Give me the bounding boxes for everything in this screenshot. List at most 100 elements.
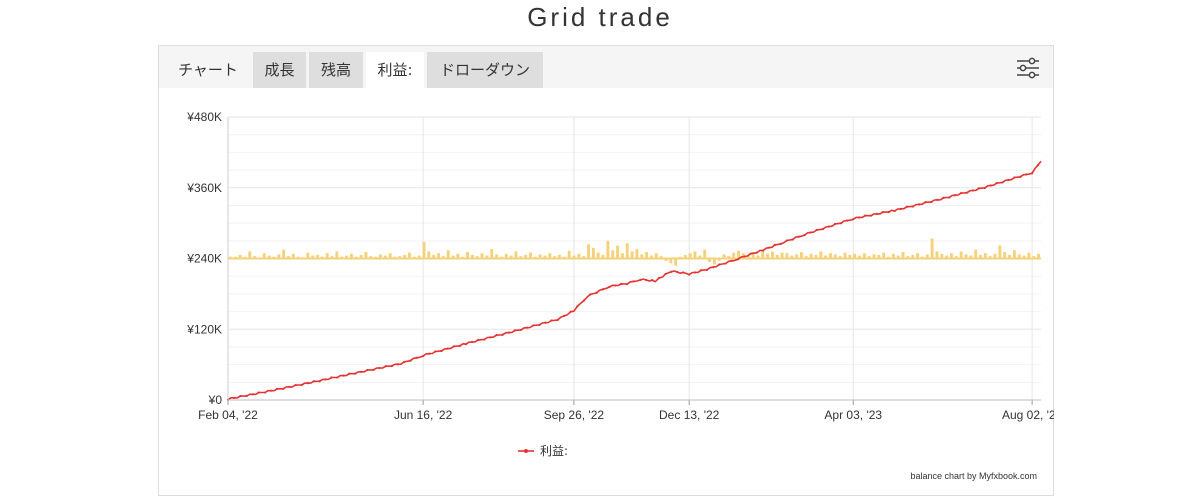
- tab-profit[interactable]: 利益:: [366, 52, 424, 88]
- data-point: [288, 385, 291, 389]
- daily-bar: [509, 255, 513, 259]
- data-point: [905, 205, 908, 208]
- daily-bar: [553, 256, 557, 259]
- daily-bar: [829, 253, 832, 259]
- x-tick-label: Aug 02, '23: [1002, 408, 1054, 422]
- data-point: [257, 391, 260, 394]
- daily-bar: [519, 256, 523, 259]
- data-point: [239, 394, 242, 398]
- data-point: [767, 246, 771, 249]
- daily-bar: [882, 252, 886, 259]
- daily-bar: [775, 254, 779, 259]
- data-point: [664, 272, 667, 276]
- data-point: [1019, 175, 1022, 179]
- daily-bar: [766, 253, 770, 259]
- daily-bar: [524, 254, 528, 259]
- data-point: [589, 293, 592, 296]
- daily-bar: [848, 254, 852, 259]
- daily-bar: [809, 253, 813, 259]
- data-point: [688, 273, 691, 276]
- data-point: [730, 259, 733, 262]
- tab-growth[interactable]: 成長: [253, 52, 306, 88]
- daily-bar: [591, 247, 595, 259]
- data-point: [563, 314, 566, 317]
- daily-bar: [906, 256, 910, 259]
- y-tick-label: ¥120K: [186, 322, 222, 336]
- data-point: [538, 323, 541, 327]
- data-point: [489, 336, 492, 339]
- y-tick-label: ¥240K: [186, 252, 222, 266]
- data-point: [513, 329, 516, 332]
- daily-bar: [659, 256, 663, 259]
- data-point: [827, 225, 830, 228]
- daily-bar: [441, 256, 445, 259]
- data-point: [846, 219, 849, 222]
- sliders-icon[interactable]: [1015, 55, 1041, 81]
- data-point: [233, 396, 236, 399]
- daily-bar: [456, 253, 460, 259]
- daily-bar: [596, 252, 600, 259]
- data-point: [705, 268, 709, 272]
- daily-bar: [751, 252, 755, 259]
- daily-bar: [480, 253, 484, 259]
- data-point: [569, 310, 572, 313]
- tab-drawdown[interactable]: ドローダウン: [427, 52, 543, 88]
- data-point: [428, 352, 431, 355]
- daily-bar: [800, 252, 803, 259]
- data-point: [458, 344, 461, 347]
- data-point: [960, 191, 963, 195]
- daily-bar: [1027, 252, 1031, 259]
- tab-balance[interactable]: 残高: [309, 52, 363, 88]
- data-point: [858, 216, 861, 219]
- daily-bar: [369, 256, 373, 259]
- daily-bar: [398, 256, 402, 259]
- daily-bar: [1022, 255, 1026, 259]
- data-point: [608, 285, 611, 289]
- daily-bar: [248, 251, 252, 259]
- data-point: [762, 249, 765, 252]
- data-point: [983, 186, 986, 190]
- data-point: [556, 318, 559, 322]
- data-point: [336, 376, 339, 379]
- daily-bar: [654, 253, 658, 259]
- chart-grid: [227, 116, 1041, 401]
- data-point: [282, 387, 285, 390]
- daily-bar: [543, 255, 547, 259]
- daily-bar: [785, 253, 789, 259]
- daily-bar: [606, 240, 610, 259]
- data-point: [785, 239, 788, 242]
- data-point: [676, 270, 679, 274]
- daily-bar: [688, 253, 692, 259]
- daily-bar: [383, 255, 387, 259]
- data-point: [852, 218, 855, 221]
- daily-bar: [804, 256, 808, 259]
- daily-bar: [345, 255, 349, 259]
- data-point: [1025, 173, 1028, 176]
- daily-bar: [988, 256, 992, 259]
- daily-bar: [969, 255, 973, 259]
- daily-bar: [703, 249, 707, 259]
- data-point: [312, 380, 315, 383]
- data-point: [657, 277, 660, 280]
- data-point: [1007, 178, 1010, 182]
- daily-bar: [722, 254, 726, 259]
- x-tick-label: Apr 03, '23: [824, 408, 882, 422]
- daily-bar: [930, 238, 934, 259]
- data-point: [863, 214, 867, 217]
- daily-bar: [683, 254, 687, 259]
- data-point: [532, 324, 535, 327]
- data-point: [833, 222, 837, 226]
- daily-bar: [253, 256, 257, 259]
- daily-bar: [504, 253, 508, 259]
- data-point: [954, 194, 957, 197]
- daily-bar: [558, 254, 561, 259]
- daily-bar: [877, 254, 881, 259]
- daily-bar: [853, 253, 857, 259]
- data-point: [887, 211, 890, 214]
- daily-bar: [611, 250, 615, 259]
- tab-chart[interactable]: チャート: [178, 61, 238, 79]
- data-point: [422, 354, 425, 358]
- data-point: [324, 378, 327, 381]
- daily-bar: [451, 255, 455, 259]
- data-point: [936, 198, 939, 201]
